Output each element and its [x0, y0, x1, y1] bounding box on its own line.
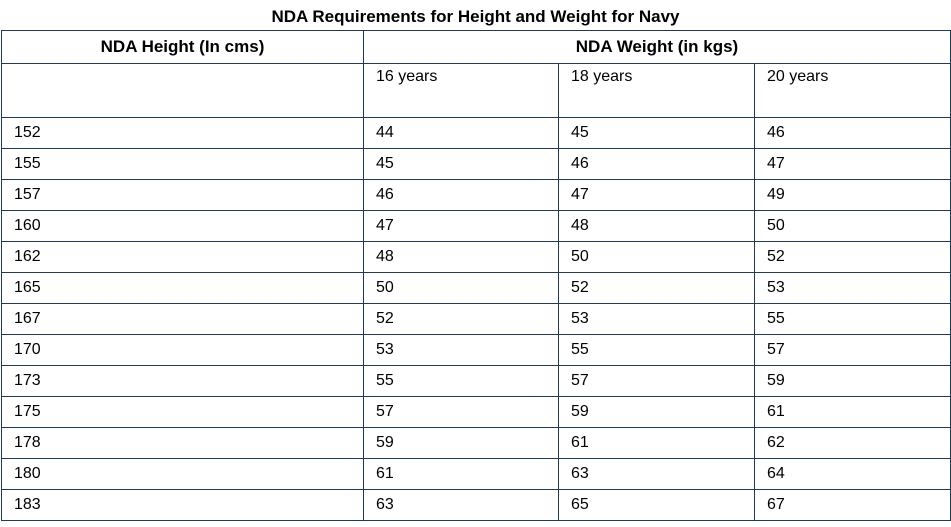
weight-16-cell: 57 — [363, 396, 559, 428]
weight-16-cell: 52 — [363, 303, 559, 335]
height-cell: 180 — [1, 458, 364, 490]
table-row: 162 48 50 52 — [1, 241, 951, 273]
table-row: 170 53 55 57 — [1, 334, 951, 366]
weight-18-cell: 55 — [558, 334, 755, 366]
weight-20-cell: 67 — [754, 489, 951, 521]
weight-16-cell: 44 — [363, 117, 559, 149]
table-row: 175 57 59 61 — [1, 396, 951, 428]
weight-18-cell: 59 — [558, 396, 755, 428]
weight-16-cell: 53 — [363, 334, 559, 366]
weight-16-cell: 61 — [363, 458, 559, 490]
table-header-row: NDA Height (In cms) NDA Weight (in kgs) — [1, 30, 951, 64]
weight-16-cell: 59 — [363, 427, 559, 459]
height-cell: 157 — [1, 179, 364, 211]
table-row: 165 50 52 53 — [1, 272, 951, 304]
weight-18-cell: 46 — [558, 148, 755, 180]
table-row: 160 47 48 50 — [1, 210, 951, 242]
weight-18-cell: 45 — [558, 117, 755, 149]
height-cell: 152 — [1, 117, 364, 149]
table-row: 167 52 53 55 — [1, 303, 951, 335]
age-header-row: 16 years 18 years 20 years — [1, 63, 951, 118]
weight-18-cell: 63 — [558, 458, 755, 490]
weight-20-cell: 50 — [754, 210, 951, 242]
weight-16-cell: 47 — [363, 210, 559, 242]
height-cell: 175 — [1, 396, 364, 428]
weight-20-cell: 64 — [754, 458, 951, 490]
weight-20-cell: 52 — [754, 241, 951, 273]
height-cell: 165 — [1, 272, 364, 304]
weight-16-cell: 50 — [363, 272, 559, 304]
table-row: 152 44 45 46 — [1, 117, 951, 149]
table-row: 183 63 65 67 — [1, 489, 951, 521]
weight-16-cell: 45 — [363, 148, 559, 180]
weight-18-cell: 50 — [558, 241, 755, 273]
empty-header-cell — [1, 63, 364, 118]
height-cell: 167 — [1, 303, 364, 335]
weight-18-cell: 53 — [558, 303, 755, 335]
weight-18-cell: 61 — [558, 427, 755, 459]
weight-column-header: NDA Weight (in kgs) — [363, 30, 951, 64]
table-row: 155 45 46 47 — [1, 148, 951, 180]
weight-20-cell: 61 — [754, 396, 951, 428]
height-column-header: NDA Height (In cms) — [1, 30, 364, 64]
table-row: 173 55 57 59 — [1, 365, 951, 397]
weight-16-cell: 55 — [363, 365, 559, 397]
age-header-18: 18 years — [558, 63, 755, 118]
weight-16-cell: 46 — [363, 179, 559, 211]
weight-18-cell: 48 — [558, 210, 755, 242]
weight-18-cell: 47 — [558, 179, 755, 211]
table-title: NDA Requirements for Height and Weight f… — [271, 7, 680, 26]
table-row: 178 59 61 62 — [1, 427, 951, 459]
table-row: 157 46 47 49 — [1, 179, 951, 211]
height-cell: 160 — [1, 210, 364, 242]
weight-18-cell: 57 — [558, 365, 755, 397]
table-row: 180 61 63 64 — [1, 458, 951, 490]
table-body: 152 44 45 46 155 45 46 47 157 46 47 49 160 47 48 50 162 4… — [1, 117, 951, 521]
weight-20-cell: 59 — [754, 365, 951, 397]
weight-18-cell: 65 — [558, 489, 755, 521]
weight-16-cell: 48 — [363, 241, 559, 273]
weight-20-cell: 47 — [754, 148, 951, 180]
height-weight-table: NDA Height (In cms) NDA Weight (in kgs) … — [1, 30, 951, 521]
height-cell: 173 — [1, 365, 364, 397]
age-header-20: 20 years — [754, 63, 951, 118]
weight-20-cell: 62 — [754, 427, 951, 459]
height-cell: 183 — [1, 489, 364, 521]
weight-20-cell: 55 — [754, 303, 951, 335]
weight-20-cell: 46 — [754, 117, 951, 149]
height-cell: 178 — [1, 427, 364, 459]
height-cell: 155 — [1, 148, 364, 180]
weight-20-cell: 53 — [754, 272, 951, 304]
weight-20-cell: 57 — [754, 334, 951, 366]
height-cell: 170 — [1, 334, 364, 366]
weight-16-cell: 63 — [363, 489, 559, 521]
weight-20-cell: 49 — [754, 179, 951, 211]
weight-18-cell: 52 — [558, 272, 755, 304]
height-cell: 162 — [1, 241, 364, 273]
age-header-16: 16 years — [363, 63, 559, 118]
